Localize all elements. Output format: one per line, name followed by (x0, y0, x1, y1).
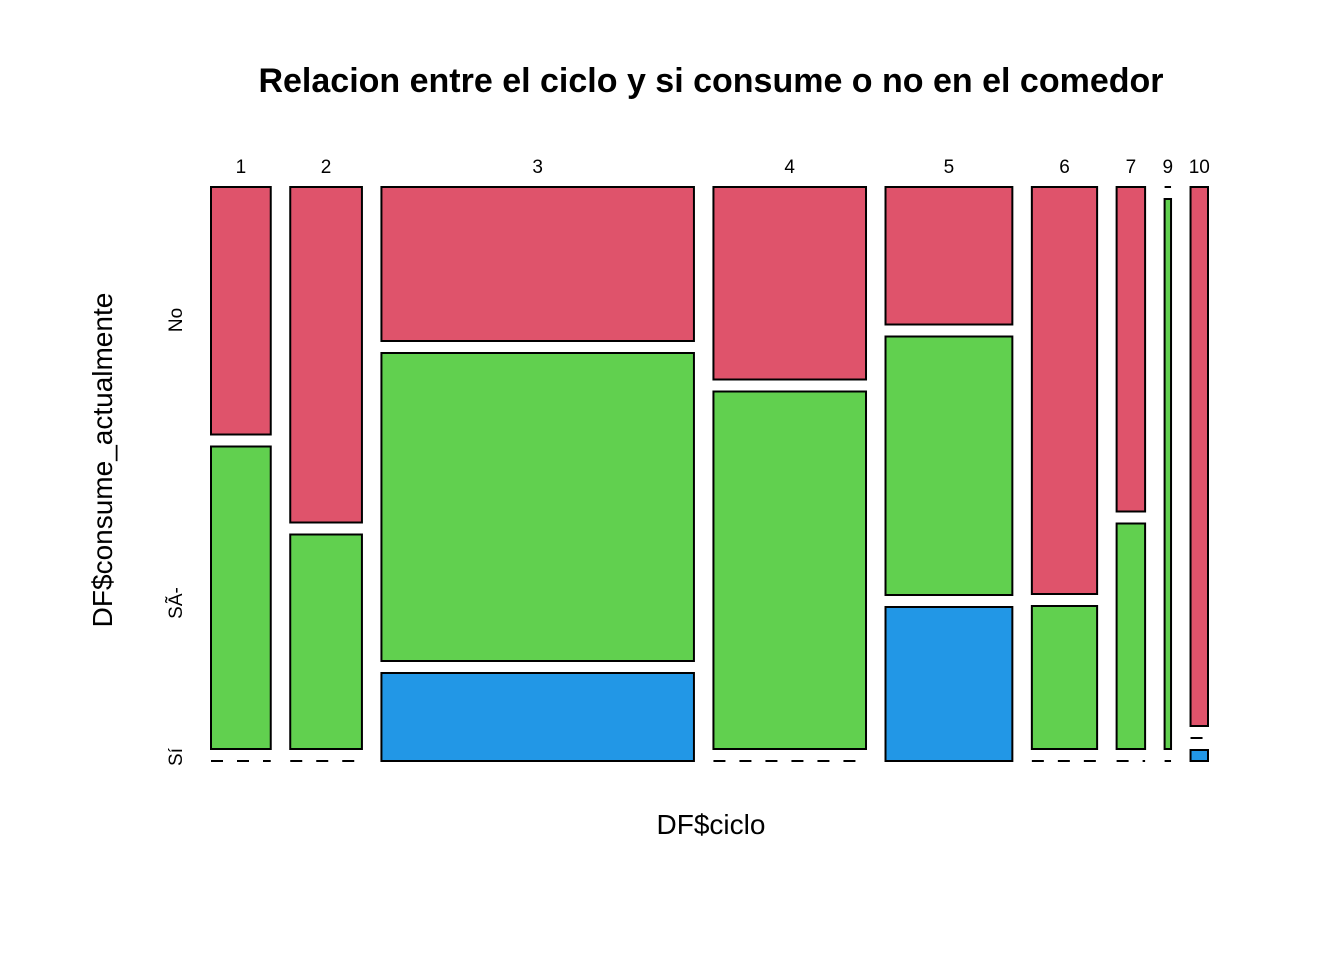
mosaic-cell (712, 390, 868, 750)
x-tick-label: 6 (1059, 157, 1070, 178)
mosaic-cell (1115, 186, 1147, 513)
x-tick-label: 1 (236, 157, 247, 178)
mosaic-cell (884, 606, 1014, 762)
mosaic-cell (210, 186, 272, 436)
x-tick-label: 2 (321, 157, 332, 178)
mosaic-cell (1115, 522, 1147, 750)
mosaic-cell (884, 335, 1014, 596)
x-tick-label: 4 (784, 157, 795, 178)
mosaic-cell (380, 672, 695, 762)
y-tick-label: No (166, 308, 187, 332)
x-tick-label: 5 (944, 157, 955, 178)
x-tick-label: 10 (1189, 157, 1210, 178)
mosaic-cell (289, 186, 363, 524)
x-tick-label: 7 (1126, 157, 1137, 178)
mosaic-cell (712, 186, 868, 381)
mosaic-cell (1030, 605, 1099, 750)
chart-marks: No SÃ- Sí 1 2 3 4 5 6 7 9 10 (165, 157, 1210, 766)
x-axis-label: DF$ciclo (657, 809, 766, 840)
mosaic-cell (380, 186, 695, 342)
x-tick-label: 9 (1163, 157, 1174, 178)
mosaic-cell (1189, 186, 1210, 727)
y-tick-label: Sí (166, 747, 187, 766)
mosaic-cell (884, 186, 1014, 326)
y-axis-label: DF$consume_actualmente (87, 293, 118, 628)
mosaic-cell (380, 352, 695, 662)
mosaic-cell (1030, 186, 1099, 595)
mosaic-cell (289, 533, 363, 750)
mosaic-cell (210, 445, 272, 750)
chart-title: Relacion entre el ciclo y si consume o n… (258, 62, 1163, 100)
x-tick-label: 3 (532, 157, 543, 178)
mosaic-cell (1163, 198, 1173, 750)
y-tick-label: SÃ- (165, 587, 187, 619)
mosaic-cell (1189, 749, 1210, 762)
